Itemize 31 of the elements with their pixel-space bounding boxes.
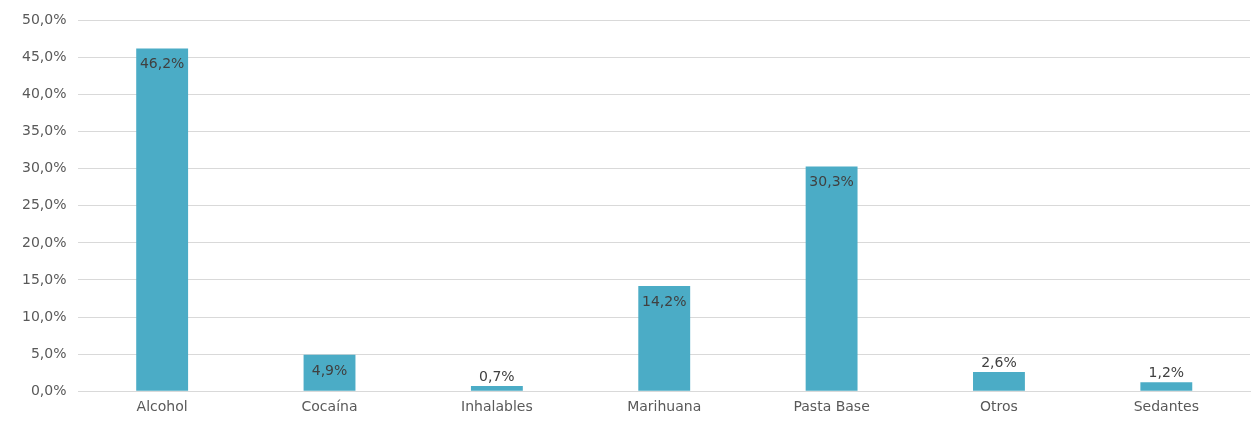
bar <box>638 285 691 391</box>
y-tick-label: 40,0% <box>21 85 67 102</box>
data-label: 2,6% <box>981 353 1017 370</box>
y-tick-label: 5,0% <box>30 344 67 361</box>
bar <box>136 48 189 391</box>
bar <box>973 371 1025 391</box>
y-tick-label: 50,0% <box>21 11 67 28</box>
data-label: 30,3% <box>809 173 854 190</box>
x-tick-label: Alcohol <box>136 398 188 415</box>
data-label: 14,2% <box>642 292 687 309</box>
x-tick-label: Otros <box>980 398 1018 415</box>
data-label: 46,2% <box>139 55 185 72</box>
y-tick-label: 20,0% <box>21 233 67 250</box>
x-tick-label: Inhalables <box>461 398 533 415</box>
x-tick-label: Marihuana <box>627 398 702 415</box>
x-tick-label: Pasta Base <box>793 398 870 415</box>
y-tick-label: 45,0% <box>21 48 67 65</box>
x-tick-label: Cocaína <box>301 398 358 415</box>
y-tick-label: 25,0% <box>21 196 67 213</box>
bar <box>470 386 523 391</box>
y-tick-label: 30,0% <box>21 159 67 176</box>
data-label: 4,9% <box>311 361 348 378</box>
y-tick-label: 0,0% <box>30 381 67 398</box>
data-label: 1,2% <box>1148 363 1185 380</box>
x-tick-label: Sedantes <box>1133 398 1199 415</box>
bar <box>1140 382 1193 391</box>
y-tick-label: 10,0% <box>21 307 67 324</box>
bar <box>805 166 858 391</box>
y-tick-label: 15,0% <box>21 270 67 287</box>
y-tick-label: 35,0% <box>21 122 67 139</box>
data-label: 0,7% <box>479 367 515 384</box>
